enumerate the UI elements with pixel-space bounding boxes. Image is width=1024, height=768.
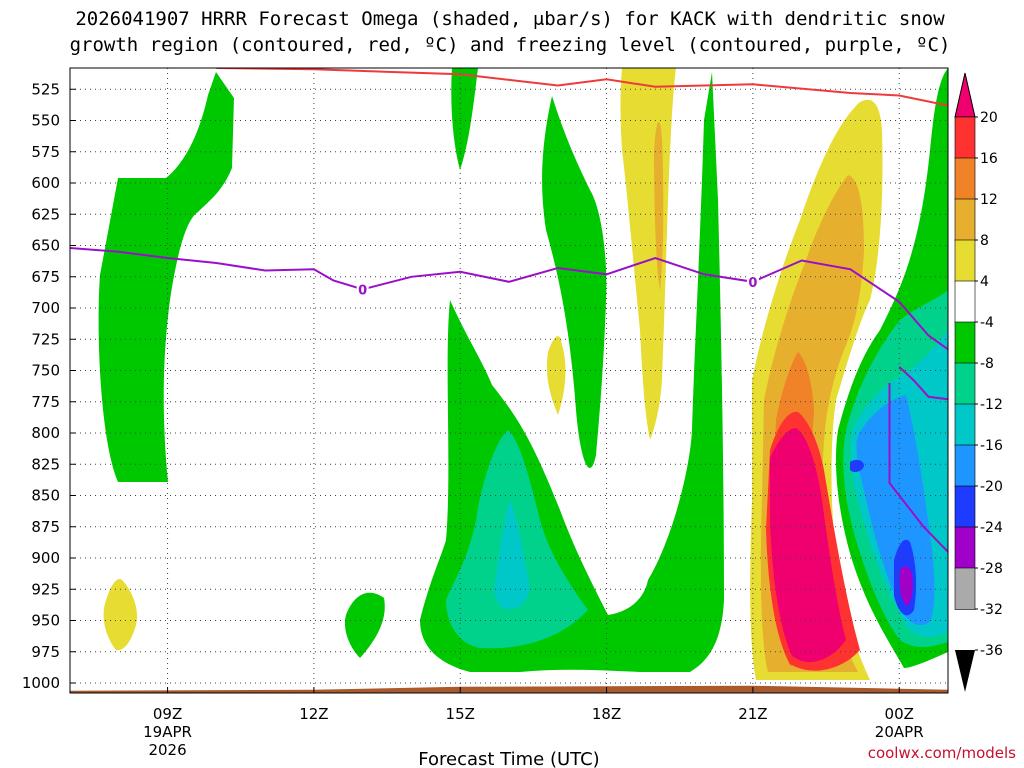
y-tick-label-975: 975 xyxy=(31,643,60,661)
colorbar-label--16: -16 xyxy=(980,438,1003,454)
colorbar-bottom-arrow xyxy=(955,650,975,692)
x-tick-label-21Z: 21Z xyxy=(738,705,767,723)
y-tick-label-950: 950 xyxy=(31,612,60,630)
x-tick-label-00Z: 00Z xyxy=(885,705,914,723)
x-tick-label-18Z: 18Z xyxy=(592,705,621,723)
y-tick-label-1000: 1000 xyxy=(22,674,60,692)
colorbar-swatch-6 xyxy=(954,362,976,405)
colorbar-label-16: 16 xyxy=(980,151,998,167)
y-tick-label-925: 925 xyxy=(31,580,60,598)
omega-region-bottom-left-blob xyxy=(344,592,385,658)
omega-region-yellow-small-mid xyxy=(546,336,566,415)
freezing-level-contour xyxy=(70,247,948,351)
y-tick-label-675: 675 xyxy=(31,268,60,286)
omega-region-yellow-left-blob xyxy=(103,579,138,651)
y-tick-label-725: 725 xyxy=(31,330,60,348)
omega-region-cyan-central xyxy=(494,500,530,609)
x-tick-label-15Z: 15Z xyxy=(446,705,475,723)
colorbar-top-arrow xyxy=(954,72,976,118)
y-tick-label-875: 875 xyxy=(31,518,60,536)
colorbar-label-12: 12 xyxy=(980,192,998,208)
x-tick-sublabel-19APR: 19APR xyxy=(143,723,192,741)
credit-link[interactable]: coolwx.com/models xyxy=(868,744,1016,762)
colorbar-label--12: -12 xyxy=(980,397,1003,413)
y-tick-label-600: 600 xyxy=(31,174,60,192)
y-tick-label-625: 625 xyxy=(31,205,60,223)
omega-region-mid-column xyxy=(542,96,607,468)
colorbar-label--36: -36 xyxy=(980,643,1003,659)
x-axis-label: Forecast Time (UTC) xyxy=(418,749,599,768)
colorbar-label--32: -32 xyxy=(980,602,1003,618)
colorbar-label-20: 20 xyxy=(980,110,998,126)
chart-title-line-1: 2026041907 HRRR Forecast Omega (shaded, … xyxy=(75,8,945,30)
freezing-label-bg xyxy=(746,273,759,290)
colorbar-swatch-2 xyxy=(954,198,976,241)
omega-region-pink-core xyxy=(770,428,846,663)
colorbar-swatch-9 xyxy=(954,485,976,528)
x-tick-label-09Z: 09Z xyxy=(153,705,182,723)
omega-shading xyxy=(70,68,948,693)
colorbar-swatch-3 xyxy=(954,239,976,282)
colorbar: 20 16 12 8 4 -4 -8 -12 -16 -20 -24 -28 -32 -36 xyxy=(954,72,1003,692)
y-tick-label-850: 850 xyxy=(31,487,60,505)
grid-lines xyxy=(70,68,948,693)
colorbar-swatch-0 xyxy=(954,116,976,159)
y-tick-label-900: 900 xyxy=(31,549,60,567)
colorbar-label-4: 4 xyxy=(980,274,989,290)
x-tick-sublabel-20APR: 20APR xyxy=(875,723,924,741)
freezing-level-contour-lowest xyxy=(888,383,948,553)
chart-title-line-2: growth region (contoured, red, ºC) and f… xyxy=(70,34,951,56)
freezing-level-label: 0 xyxy=(358,283,367,298)
y-tick-label-550: 550 xyxy=(31,112,60,130)
y-tick-label-800: 800 xyxy=(31,424,60,442)
colorbar-label-8: 8 xyxy=(980,233,989,249)
contour-lines xyxy=(70,68,948,553)
colorbar-label--4: -4 xyxy=(980,315,994,331)
omega-region-orange-upper xyxy=(654,121,664,291)
dendritic-growth-contour xyxy=(216,68,948,107)
omega-region-upper-central-strip xyxy=(451,68,478,170)
colorbar-swatch-11 xyxy=(954,567,976,610)
colorbar-swatch-7 xyxy=(954,403,976,446)
omega-region-purple-core xyxy=(899,566,913,606)
colorbar-swatch-5 xyxy=(954,321,976,364)
colorbar-swatch-1 xyxy=(954,157,976,200)
y-tick-label-750: 750 xyxy=(31,362,60,380)
x-tick-label-12Z: 12Z xyxy=(299,705,328,723)
colorbar-label--24: -24 xyxy=(980,520,1003,536)
y-tick-label-575: 575 xyxy=(31,143,60,161)
y-axis-ticks: 525 550 575 600 625 650 675 700 725 750 775 800 825 8… xyxy=(22,80,76,692)
colorbar-label--8: -8 xyxy=(980,356,994,372)
omega-region-small-blue-patch xyxy=(850,459,864,473)
colorbar-label--28: -28 xyxy=(980,561,1003,577)
freezing-level-contour-lower xyxy=(898,366,948,401)
x-tick-sublabel-2026: 2026 xyxy=(148,741,186,759)
colorbar-swatch-10 xyxy=(954,526,976,569)
y-tick-label-650: 650 xyxy=(31,237,60,255)
freezing-level-label: 0 xyxy=(748,276,757,291)
y-tick-label-775: 775 xyxy=(31,393,60,411)
y-tick-label-525: 525 xyxy=(31,80,60,98)
colorbar-label--20: -20 xyxy=(980,479,1003,495)
y-tick-label-700: 700 xyxy=(31,299,60,317)
plot-frame xyxy=(69,67,949,694)
omega-region-left-column xyxy=(98,72,234,482)
colorbar-swatch-4 xyxy=(954,280,976,323)
y-tick-label-825: 825 xyxy=(31,455,60,473)
colorbar-swatch-8 xyxy=(954,444,976,487)
ground-surface xyxy=(70,685,948,693)
freezing-label-bg xyxy=(356,281,369,298)
